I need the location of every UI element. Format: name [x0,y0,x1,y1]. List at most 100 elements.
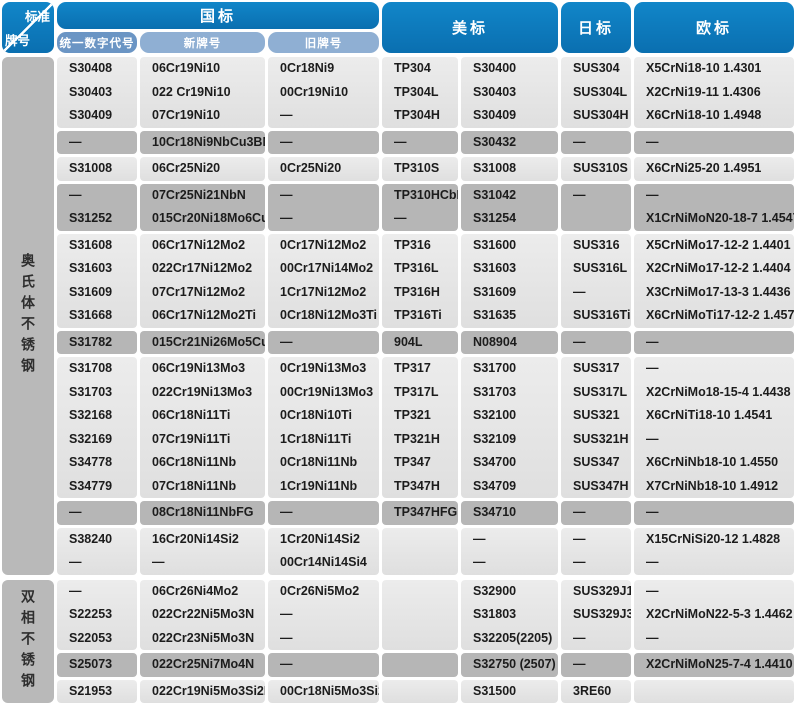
column-block: TP310HCbN — [382,183,458,231]
column-block: 08Cr18Ni11NbFG [140,501,265,525]
grade-group: — S22253 S22053 06Cr26Ni4Mo2 022Cr22Ni5Mo3N 0… [57,579,798,650]
column-block: 904L [382,330,458,354]
column-block: — S22253 S22053 [57,579,137,650]
grade-cell: X15CrNiSi20-12 1.4828 [646,531,781,546]
grade-group: S38240 — 16Cr20Ni14Si2 — 1Cr20Ni14Si2 00Cr14N… [57,527,798,575]
grade-cell: 06Cr18Ni11Nb [152,455,237,469]
grade-cell: 07Cr17Ni12Mo2 [152,284,246,299]
column-block: 00Cr18Ni5Mo3Si2 [268,679,379,703]
grade-cell: SUS321 [573,408,620,422]
grade-cell: S31008 [69,161,113,175]
grade-cell: TP316H [394,284,440,299]
column-block: S32750 (2507) [461,653,558,677]
grade-cell [382,528,458,552]
grade-cell: 07Cr19Ni10 [152,108,221,122]
grade-cell: 16Cr20Ni14Si2 [152,531,239,546]
column-block [382,527,458,575]
grade-cell: — [646,555,659,569]
grade-cell: SUS347 [573,455,620,469]
grade-cell: S32750 (2507) [473,657,556,671]
grade-cell: — [573,187,586,202]
section-austenitic: 奥氏体不锈钢 S30408 S30403 S30409 06Cr19Ni10 022 Cr… [2,57,798,575]
column-block: S34710 [461,501,558,525]
grade-cell: S34700 [473,455,517,469]
grade-cell [382,551,458,575]
grade-cell: 0Cr18Ni10Ti [280,408,353,422]
column-block: S31700 S31703 S32100 S32109 S34700 S34709 [461,357,558,498]
category-austenitic: 奥氏体不锈钢 [2,57,54,575]
grade-cell: SUS304L [573,84,628,99]
column-block: X5CrNi18-10 1.4301 X2CrNi19-11 1.4306 X6Cr… [634,57,794,128]
grade-cell: S21953 [69,683,113,698]
grade-cell: — [646,334,659,349]
grade-cell: S31603 [69,261,113,275]
column-block: 06Cr17Ni12Mo2 022Cr17Ni12Mo2 07Cr17Ni12Mo2… [140,233,265,328]
column-block: — — [461,527,558,575]
grade-cell: S31700 [473,361,517,375]
grade-cell: SUS321H [573,431,629,446]
grade-cell [382,580,458,604]
grade-group: — 10Cr18Ni9NbCu3BN — — S30432 — — [57,130,798,154]
grade-cell: 0Cr25Ni20 [280,161,342,175]
header-eu: 欧标 [634,2,794,53]
grade-cell: X2CrNiMoN22-5-3 1.4462 [646,607,793,621]
grade-group: S31782 015Cr21Ni26Mo5Cu2 — 904L N08904 — — [57,330,798,354]
grade-cell: TP347 [394,455,431,469]
column-block: S25073 [57,653,137,677]
grade-cell: S31252 [69,211,113,225]
grade-cell: — [69,583,82,598]
grade-cell: 06Cr19Ni10 [152,61,221,75]
grade-cell: S22253 [69,607,113,621]
corner-label-grade: 牌号 [5,34,31,48]
grade-cell: 00Cr14Ni14Si4 [280,555,367,569]
grade-cell: S25073 [69,657,113,671]
header-gb: 国标 [57,2,379,29]
grade-group: —S3125207Cr25Ni21NbN015Cr20Ni18Mo6CuN——T… [57,183,798,231]
grade-cell: — [573,334,586,349]
grade-cell: 1Cr19Ni11Nb [280,478,358,493]
column-block: SUS329J1L SUS329J3L — [561,579,631,650]
grade-cell: S30409 [473,108,517,122]
column-block: SUS310S [561,157,631,181]
grade-cell: X2CrNi19-11 1.4306 [646,84,761,99]
grade-cell: N08904 [473,334,517,349]
grade-cell: TP316Ti [394,308,442,322]
column-block: S32900 S31803 S32205(2205) [461,579,558,650]
grade-cell: TP347HFG [394,505,458,519]
grade-cell: 0Cr18Ni12Mo3Ti [280,308,378,322]
grade-cell: S31609 [473,284,517,299]
grade-cell: — [573,134,586,149]
grade-cell: SUS316Ti [573,308,631,322]
column-block: TP317 TP317L TP321 TP321H TP347 TP347H [382,357,458,498]
grade-cell: X6CrNiTi18-10 1.4541 [646,408,773,422]
grade-cell: TP304H [394,108,440,122]
grade-cell: 06Cr19Ni13Mo3 [152,361,246,375]
grade-cell: 06Cr17Ni12Mo2 [152,237,246,252]
column-block: — [268,501,379,525]
column-block: S31500 [461,679,558,703]
column-block: 015Cr21Ni26Mo5Cu2 [140,330,265,354]
column-block: 3RE60 [561,679,631,703]
grade-cell: 0Cr19Ni13Mo3 [280,361,367,375]
grade-cell: 06Cr25Ni20 [152,161,221,175]
grade-cell: — [646,187,659,202]
column-block: — [561,130,631,154]
grade-cell: S22053 [69,630,113,645]
grade-cell: 07Cr18Ni11Nb [152,478,237,493]
column-block: — [268,330,379,354]
grade-cell: 0Cr17Ni12Mo2 [280,237,367,252]
grade-cell: S31668 [69,308,113,322]
grade-cell: S30432 [473,134,517,149]
grade-cell: TP347H [394,478,440,493]
grade-cell: 0Cr18Ni9 [280,61,335,75]
grade-groups: — S22253 S22053 06Cr26Ni4Mo2 022Cr22Ni5Mo3N 0… [57,579,798,703]
grade-cell: 022Cr25Ni7Mo4N [152,657,255,671]
column-block: — [561,330,631,354]
column-block: SUS317 SUS317L SUS321 SUS321H SUS347 SUS347H [561,357,631,498]
grade-cell: S31635 [473,308,517,322]
grade-cell: S31500 [473,683,517,698]
grade-cell: S32168 [69,408,113,422]
header-us: 美标 [382,2,558,53]
grade-cell: X6CrNi25-20 1.4951 [646,161,762,175]
grade-cell: S31008 [473,161,517,175]
